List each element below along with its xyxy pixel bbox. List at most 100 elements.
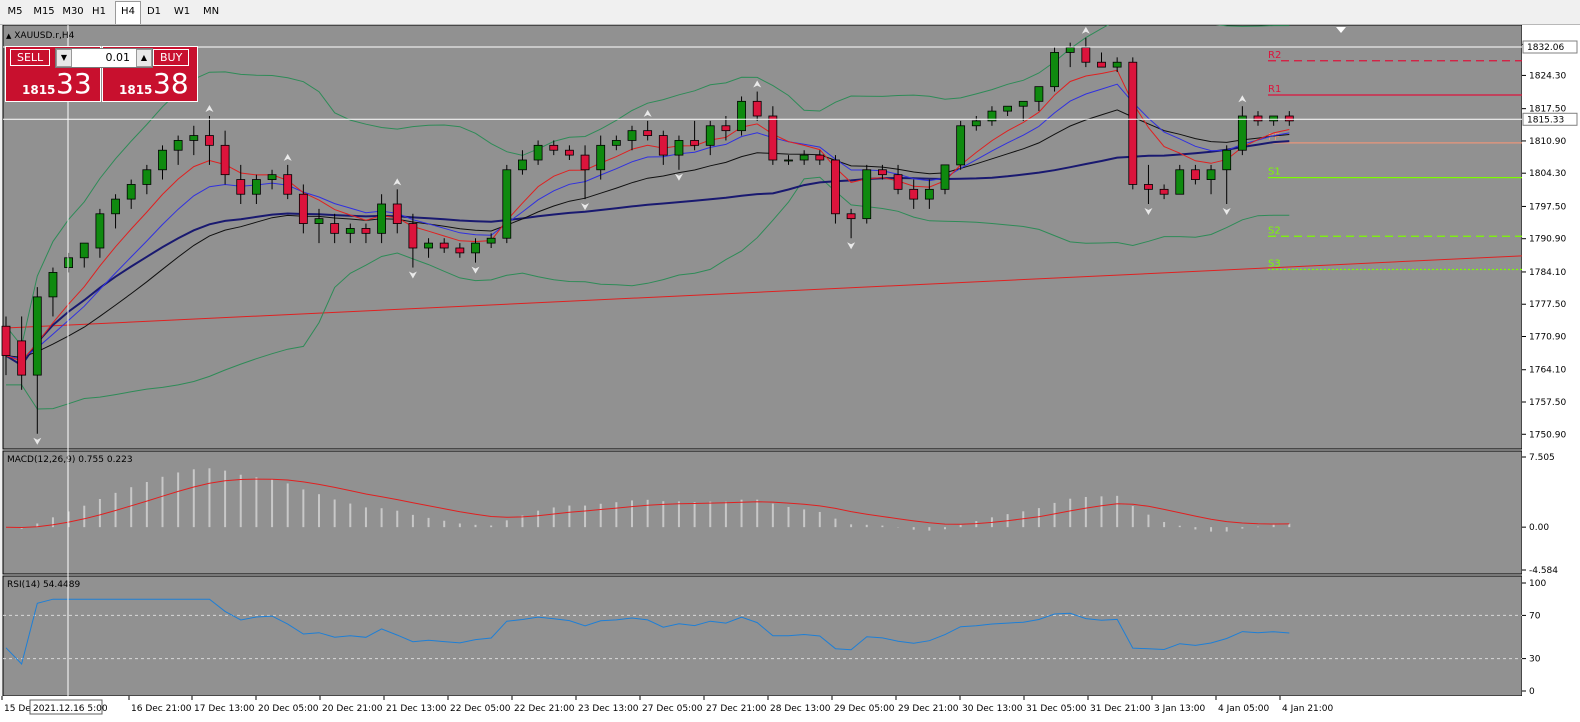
candle-body xyxy=(956,125,966,166)
candle-body xyxy=(878,169,887,176)
candle-body xyxy=(251,179,261,195)
tf-w1[interactable]: W1 xyxy=(173,6,191,17)
buy-price-big: 38 xyxy=(153,67,189,100)
candle-body xyxy=(330,223,340,234)
rsi-tick-label: 0 xyxy=(1529,687,1535,697)
macd-tick-label: 7.505 xyxy=(1529,453,1555,463)
time-axis-label: 21 Dec 13:00 xyxy=(386,704,447,714)
time-axis-label: 16 Dec 21:00 xyxy=(131,704,192,714)
time-axis-bg xyxy=(0,696,1580,722)
candle-body xyxy=(580,154,590,171)
time-axis-label: 17 Dec 13:00 xyxy=(194,704,255,714)
rsi-tick-label: 70 xyxy=(1529,611,1541,621)
candle-body xyxy=(690,140,699,146)
candle-body xyxy=(971,120,981,127)
pivot-label-s3: S3 xyxy=(1268,259,1281,270)
fractal-down-icon xyxy=(1144,208,1153,215)
fractal-up-icon xyxy=(753,80,762,88)
rsi-line xyxy=(5,598,1290,665)
sell-button[interactable]: SELL 1815 33 xyxy=(5,46,101,102)
sell-price-big: 33 xyxy=(56,67,92,100)
candle-body xyxy=(1003,105,1012,112)
rsi-label: RSI(14) 54.4489 xyxy=(7,580,80,590)
tf-mn[interactable]: MN xyxy=(202,6,220,17)
candle-body xyxy=(1128,61,1138,185)
trendline xyxy=(2,255,1523,329)
tf-m15[interactable]: M15 xyxy=(33,6,55,17)
rsi-tick-label: 100 xyxy=(1529,579,1546,589)
lot-dropdown-icon[interactable]: ▼ xyxy=(56,49,72,67)
tf-m5[interactable]: M5 xyxy=(7,6,23,17)
candle-body xyxy=(815,154,825,161)
price-tick-label: 1824.30 xyxy=(1529,71,1566,81)
candle-body xyxy=(126,184,136,200)
macd-tick-label: 0.00 xyxy=(1529,523,1549,533)
lot-size-value[interactable]: 0.01 xyxy=(105,51,131,64)
candle-body xyxy=(471,242,480,254)
candle-body xyxy=(893,174,903,190)
candle-body xyxy=(1112,61,1122,68)
candle-body xyxy=(1253,115,1263,122)
candle-body xyxy=(439,242,449,249)
top-price-tag-bg xyxy=(1522,40,1578,54)
candle-body xyxy=(1081,47,1091,63)
time-axis-label: 29 Dec 05:00 xyxy=(834,704,895,714)
candle-body xyxy=(1284,115,1294,122)
fractal-down-icon xyxy=(847,242,856,250)
candle-body xyxy=(533,144,543,161)
lot-size-field[interactable]: ▼ 0.01 ▲ xyxy=(55,48,153,68)
tf-h4[interactable]: H4 xyxy=(115,1,141,24)
candle-body xyxy=(95,213,105,249)
chart-area[interactable]: 1830.651824.301817.501810.901804.301797.… xyxy=(0,25,1580,722)
tf-m30[interactable]: M30 xyxy=(62,6,84,17)
candle-body xyxy=(455,247,465,254)
fractal-down-icon xyxy=(33,437,42,445)
candle-body xyxy=(1191,169,1200,180)
time-axis-label: 27 Dec 21:00 xyxy=(706,704,767,714)
lot-increase-icon[interactable]: ▲ xyxy=(136,49,152,67)
main-panel-bg xyxy=(2,25,1523,450)
candle-body xyxy=(79,242,89,259)
price-tick-label: 1817.50 xyxy=(1529,105,1566,115)
candle-body xyxy=(1,325,11,356)
time-axis-label: 3 Jan 13:00 xyxy=(1154,704,1206,714)
pivot-label-s1: S1 xyxy=(1268,167,1281,178)
candle-body xyxy=(111,198,120,215)
one-click-trading-panel: SELL 1815 33 BUY 1815 38 ▼ 0.01 ▲ xyxy=(5,46,198,102)
bollinger-lower-band xyxy=(6,176,1290,410)
candle-body xyxy=(1237,115,1247,151)
candle-body xyxy=(1065,47,1075,53)
candle-body xyxy=(1034,86,1044,102)
candle-body xyxy=(173,140,183,151)
candle-body xyxy=(831,159,840,215)
candle-body xyxy=(205,135,214,146)
candle-body xyxy=(220,144,230,176)
candle-body xyxy=(1018,100,1028,107)
candle-body xyxy=(1222,149,1232,171)
time-axis-label: 31 Dec 21:00 xyxy=(1090,704,1151,714)
tf-d1[interactable]: D1 xyxy=(146,6,162,17)
candle-body xyxy=(142,169,152,185)
candle-body xyxy=(1050,52,1059,88)
candle-body xyxy=(408,223,418,249)
candle-body xyxy=(674,140,684,156)
candle-body xyxy=(502,169,512,239)
candle-body xyxy=(596,144,606,171)
time-axis-label: 28 Dec 13:00 xyxy=(770,704,831,714)
price-tick-label: 1764.10 xyxy=(1529,366,1566,376)
candle-body xyxy=(987,110,997,122)
candle-body xyxy=(768,115,778,161)
tf-h1[interactable]: H1 xyxy=(92,6,106,17)
candle-body xyxy=(658,135,668,156)
pivot-label-r2: R2 xyxy=(1268,50,1281,61)
price-chart[interactable]: 1830.651824.301817.501810.901804.301797.… xyxy=(0,25,1580,722)
time-axis-label: 20 Dec 05:00 xyxy=(258,704,319,714)
candle-body xyxy=(1144,184,1153,190)
candle-body xyxy=(705,125,715,146)
time-axis-label: 22 Dec 21:00 xyxy=(514,704,575,714)
ema-red-line xyxy=(5,69,1290,362)
sell-label: SELL xyxy=(10,49,51,66)
pivot-label-r1: R1 xyxy=(1268,84,1281,95)
candle-body xyxy=(909,188,919,200)
time-axis-label: 4 Jan 21:00 xyxy=(1282,704,1334,714)
